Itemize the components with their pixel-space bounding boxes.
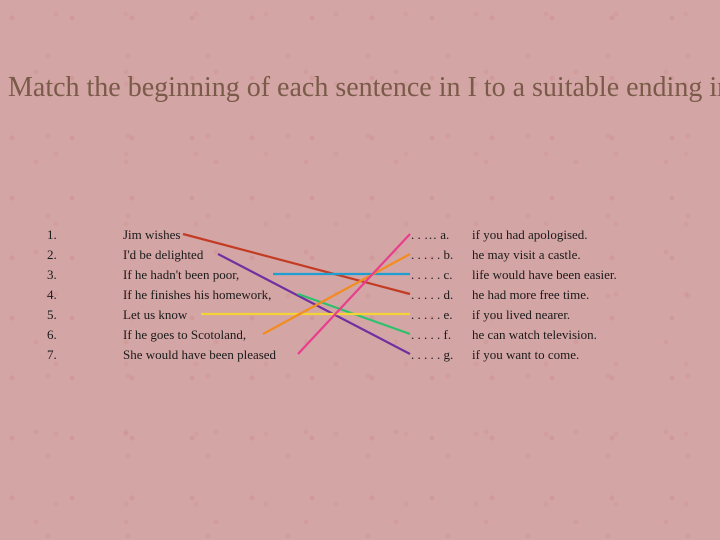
match-line-7-1 — [298, 234, 410, 354]
left-number-2: 2. — [47, 245, 57, 265]
left-number-3: 3. — [47, 265, 57, 285]
left-item-1: Jim wishes — [123, 225, 276, 245]
right-letters-column: . . … a.. . . . . b.. . . . . c.. . . . … — [411, 225, 453, 365]
right-item-2: he may visit a castle. — [472, 245, 617, 265]
right-item-4: he had more free time. — [472, 285, 617, 305]
match-line-4-6 — [298, 294, 410, 334]
left-item-4: If he finishes his homework, — [123, 285, 276, 305]
right-letter-7: . . . . . g. — [411, 345, 453, 365]
left-number-1: 1. — [47, 225, 57, 245]
right-letter-4: . . . . . d. — [411, 285, 453, 305]
right-item-5: if you lived nearer. — [472, 305, 617, 325]
left-number-6: 6. — [47, 325, 57, 345]
left-numbers-column: 1.2.3.4.5.6.7. — [47, 225, 57, 365]
left-item-6: If he goes to Scotoland, — [123, 325, 276, 345]
right-item-1: if you had apologised. — [472, 225, 617, 245]
left-number-5: 5. — [47, 305, 57, 325]
right-letter-2: . . . . . b. — [411, 245, 453, 265]
left-number-7: 7. — [47, 345, 57, 365]
left-item-5: Let us know — [123, 305, 276, 325]
right-item-6: he can watch television. — [472, 325, 617, 345]
right-item-7: if you want to come. — [472, 345, 617, 365]
match-line-6-2 — [263, 254, 410, 334]
left-items-column: Jim wishesI'd be delightedIf he hadn't b… — [123, 225, 276, 365]
left-item-2: I'd be delighted — [123, 245, 276, 265]
instruction-title: Match the beginning of each sentence in … — [8, 72, 712, 104]
right-items-column: if you had apologised.he may visit a cas… — [472, 225, 617, 365]
left-item-7: She would have been pleased — [123, 345, 276, 365]
right-letter-3: . . . . . c. — [411, 265, 453, 285]
right-item-3: life would have been easier. — [472, 265, 617, 285]
right-letter-6: . . . . . f. — [411, 325, 453, 345]
right-letter-1: . . … a. — [411, 225, 453, 245]
left-number-4: 4. — [47, 285, 57, 305]
left-item-3: If he hadn't been poor, — [123, 265, 276, 285]
right-letter-5: . . . . . e. — [411, 305, 453, 325]
